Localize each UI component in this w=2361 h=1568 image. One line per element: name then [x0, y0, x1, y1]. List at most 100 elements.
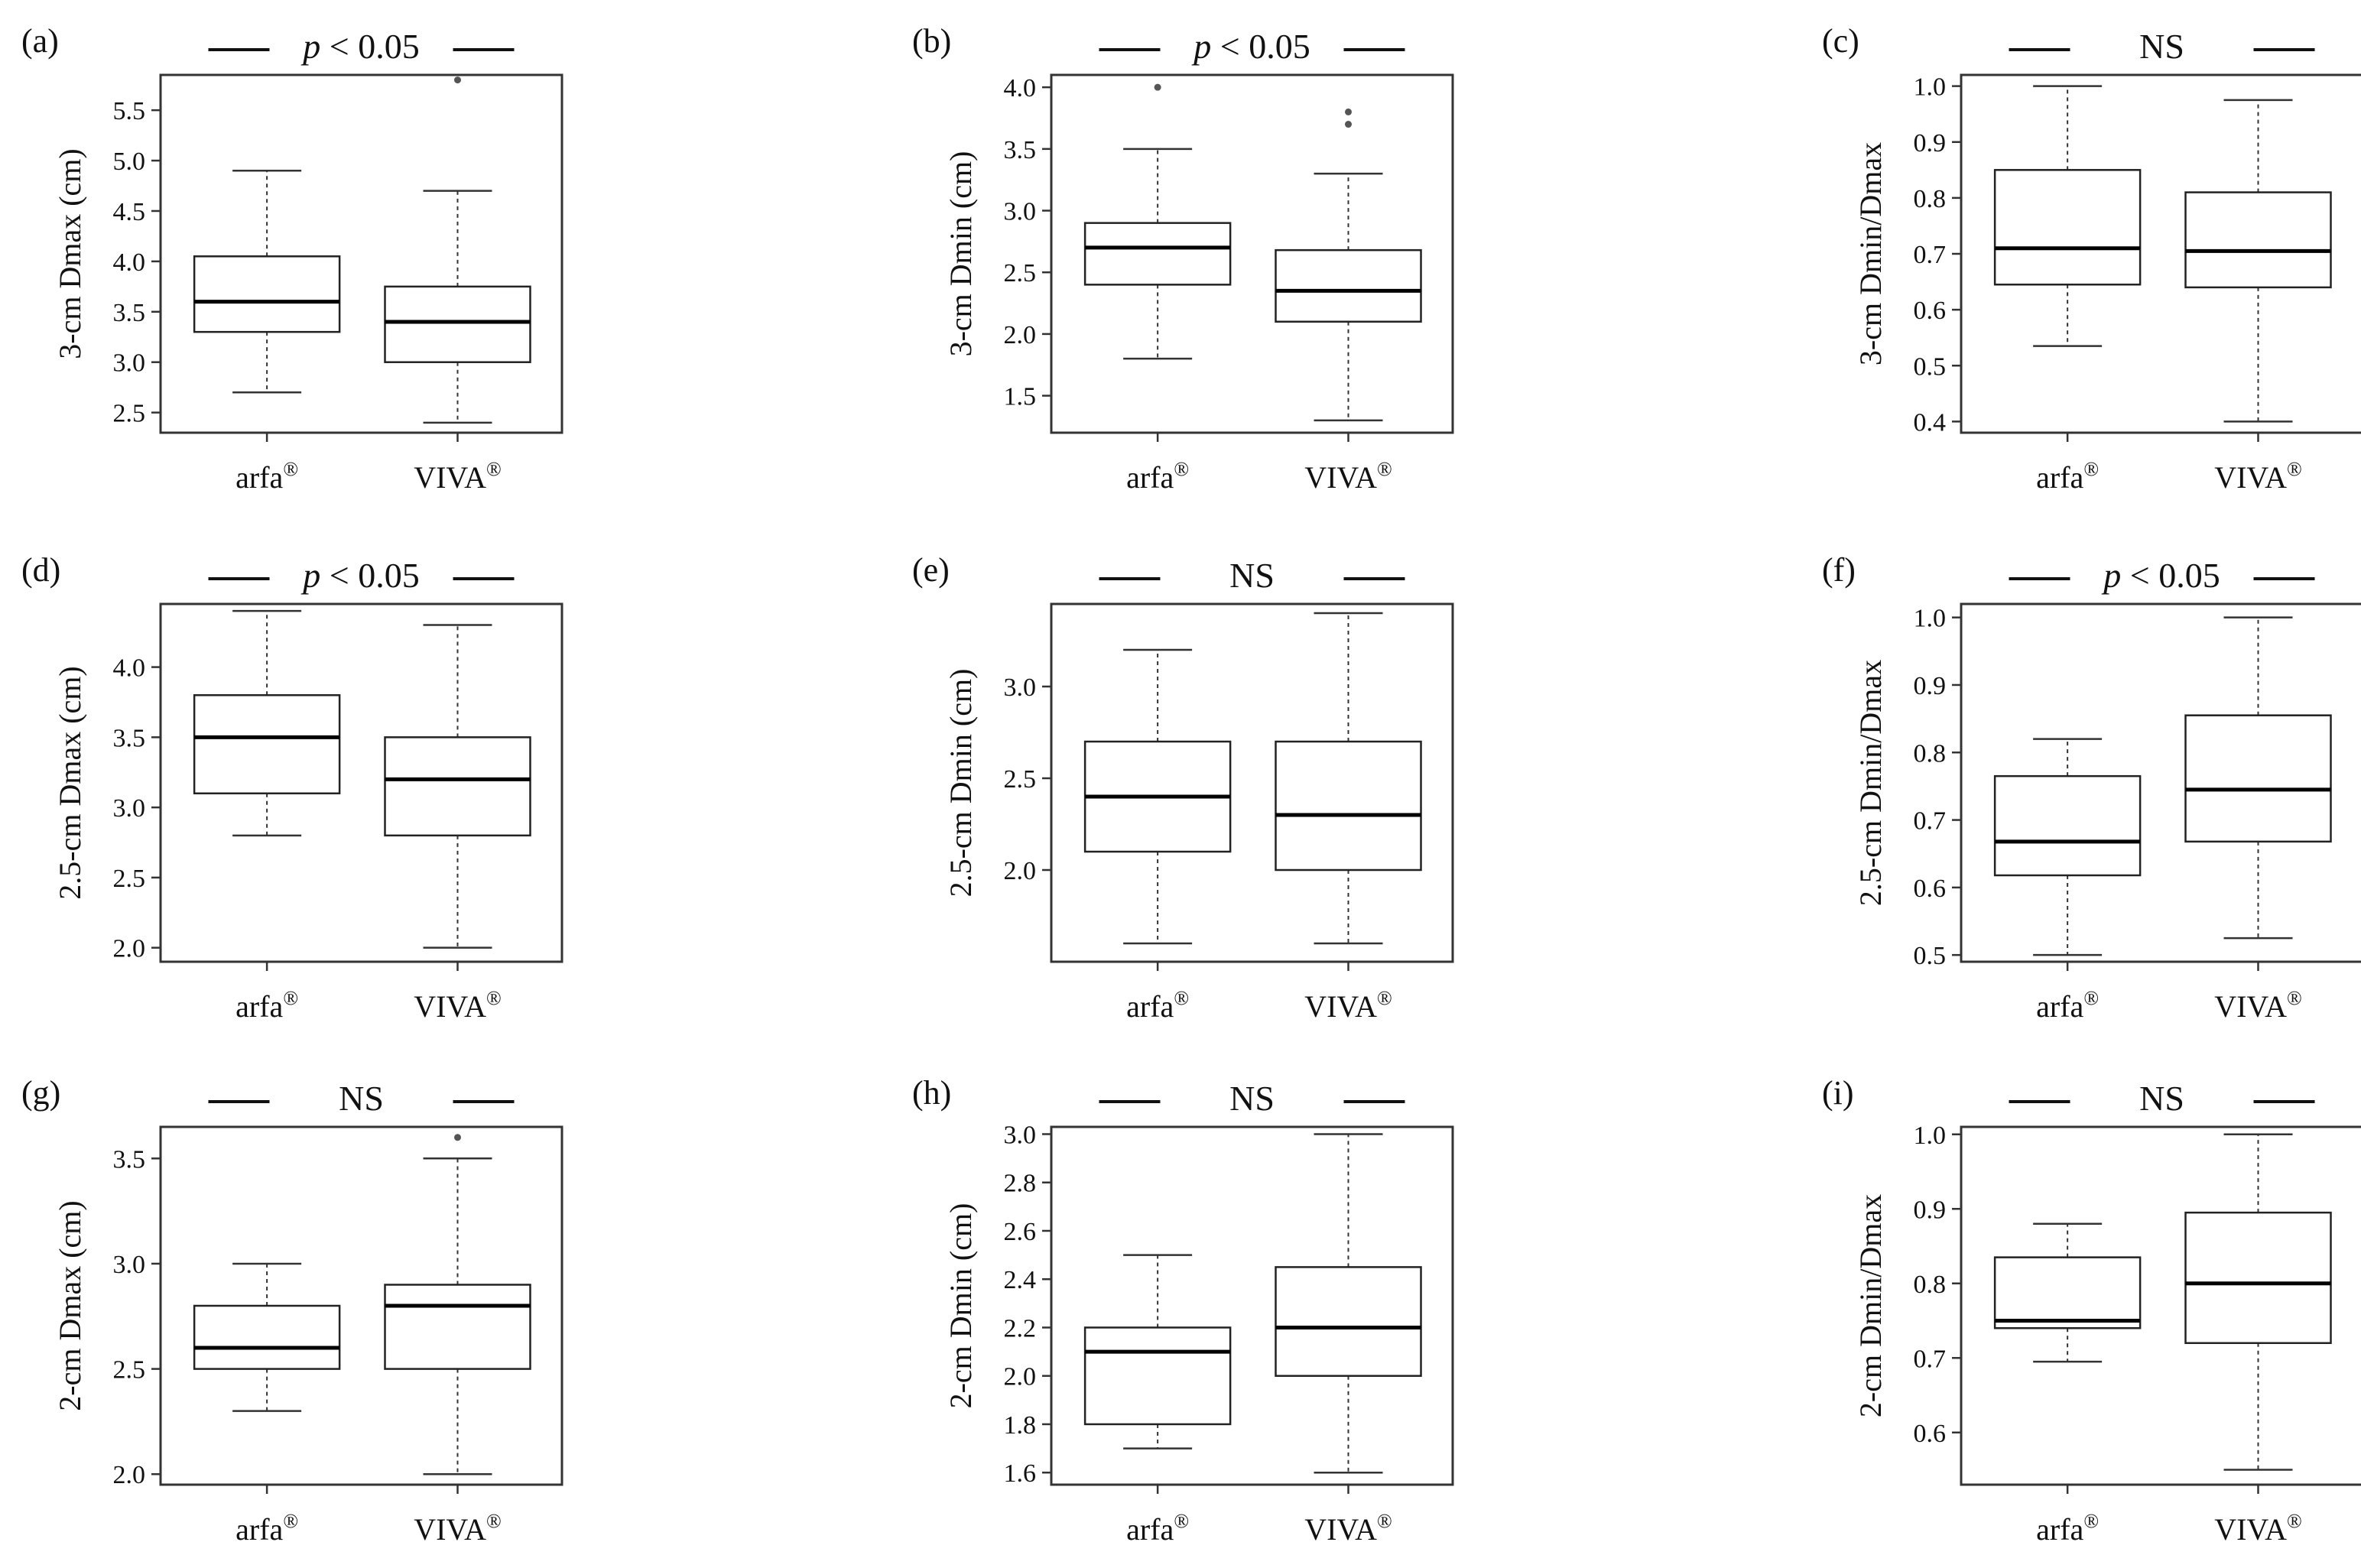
y-tick-label: 3.0	[1004, 1121, 1037, 1149]
category-label: arfa®	[1126, 458, 1189, 495]
y-tick-label: 0.9	[1914, 1196, 1947, 1224]
significance-value: NS	[1229, 1079, 1275, 1118]
category-label: arfa®	[2036, 1510, 2099, 1547]
panel-label: (g)	[21, 1074, 60, 1112]
iqr-box	[384, 736, 531, 837]
category-label: arfa®	[235, 987, 298, 1024]
plot-frame	[159, 1125, 563, 1486]
category-name: arfa	[235, 989, 283, 1024]
y-tick-label: 3.0	[113, 349, 146, 378]
y-axis-label: 3-cm Dmin/Dmax	[1853, 142, 1888, 365]
registered-mark: ®	[2083, 987, 2099, 1009]
y-tick-label: 0.7	[1914, 1345, 1947, 1373]
y-axis-label: 2.5-cm Dmax (cm)	[53, 666, 87, 899]
y-tick-label: 2.0	[1004, 1363, 1037, 1391]
y-tick-label: 3.5	[113, 1145, 146, 1174]
y-tick-label: 2.0	[113, 1461, 146, 1489]
y-tick-label: 0.6	[1914, 1420, 1947, 1448]
y-tick-label: 0.8	[1914, 1271, 1947, 1299]
registered-mark: ®	[283, 458, 298, 480]
y-tick-label: 0.8	[1914, 185, 1947, 213]
y-tick-label: 3.5	[1004, 136, 1037, 164]
registered-mark: ®	[1174, 458, 1189, 480]
category-label: VIVA®	[414, 458, 502, 495]
panel-label: (d)	[21, 551, 60, 589]
y-tick-label: 0.8	[1914, 739, 1947, 768]
category-label: arfa®	[235, 1510, 298, 1547]
y-axis-label: 2.5-cm Dmin (cm)	[943, 669, 978, 898]
registered-mark: ®	[486, 1510, 502, 1532]
category-name: VIVA	[1304, 1512, 1377, 1547]
iqr-box	[1275, 248, 1422, 323]
plot-frame	[1050, 73, 1454, 434]
y-tick-label: 2.0	[113, 935, 146, 963]
plot-frame	[1960, 73, 2361, 434]
category-name: arfa	[235, 1512, 283, 1547]
y-tick-label: 1.5	[1004, 383, 1037, 411]
category-label: VIVA®	[1304, 458, 1392, 495]
panel-f: (f) p < 0.05 0.5 0.6 0.7 0.8 0.9 1.0 2.5-cm Dmin…	[1822, 551, 2361, 1024]
registered-mark: ®	[2287, 1510, 2302, 1532]
iqr-box	[1083, 222, 1232, 286]
y-tick-label: 2.0	[1004, 321, 1037, 349]
y-tick-label: 0.6	[1914, 875, 1947, 903]
registered-mark: ®	[1377, 458, 1392, 480]
plot-frame	[1050, 602, 1454, 963]
iqr-box	[193, 1304, 341, 1370]
category-label: VIVA®	[1304, 987, 1392, 1024]
panel-label: (e)	[912, 551, 950, 589]
registered-mark: ®	[283, 1510, 298, 1532]
y-tick-label: 0.5	[1914, 942, 1947, 970]
y-tick-label: 0.5	[1914, 352, 1947, 381]
panel-label: (a)	[21, 22, 59, 60]
plot-frame	[1050, 1125, 1454, 1486]
registered-mark: ®	[486, 458, 502, 480]
category-name: arfa	[1126, 1512, 1174, 1547]
y-tick-label: 1.0	[1914, 1122, 1947, 1150]
category-label: arfa®	[2036, 987, 2099, 1024]
significance-value: < 0.05	[320, 27, 419, 66]
y-axis-label: 3-cm Dmin (cm)	[943, 151, 978, 357]
iqr-box	[2184, 191, 2332, 289]
registered-mark: ®	[1174, 987, 1189, 1009]
y-tick-label: 1.6	[1004, 1459, 1037, 1488]
outlier-point	[454, 1134, 461, 1141]
registered-mark: ®	[2083, 1510, 2099, 1532]
category-label: arfa®	[2036, 458, 2099, 495]
y-tick-label: 3.0	[113, 794, 146, 823]
category-label: VIVA®	[2214, 1510, 2302, 1547]
panel-label: (b)	[912, 22, 951, 60]
significance-value: NS	[2139, 1079, 2184, 1118]
y-tick-label: 3.0	[1004, 198, 1037, 226]
panel-label: (c)	[1822, 22, 1859, 60]
significance-p: p	[1191, 27, 1211, 66]
y-tick-label: 3.0	[1004, 674, 1037, 702]
category-name: VIVA	[2214, 989, 2287, 1024]
significance-value: < 0.05	[1211, 27, 1310, 66]
category-label: arfa®	[1126, 1510, 1189, 1547]
registered-mark: ®	[2287, 987, 2302, 1009]
category-name: arfa	[2036, 460, 2083, 495]
y-axis-label: 2-cm Dmin/Dmax	[1853, 1194, 1888, 1417]
panel-c: (c) NS 0.4 0.5 0.6 0.7 0.8 0.9 1.0 3-cm Dmin/Dmax…	[1822, 22, 2361, 495]
y-axis-label: 2-cm Dmax (cm)	[53, 1200, 87, 1411]
outlier-point	[1154, 83, 1161, 91]
y-tick-label: 3.5	[113, 299, 146, 327]
category-label: arfa®	[235, 458, 298, 495]
y-tick-label: 2.2	[1004, 1314, 1037, 1342]
category-name: VIVA	[414, 1512, 486, 1547]
y-tick-label: 0.7	[1914, 807, 1947, 836]
significance-p: p	[2101, 556, 2121, 595]
panel-d: (d) p < 0.05 2.0 2.5 3.0 3.5 4.0 2.5-cm Dmax (c…	[21, 551, 563, 1024]
y-tick-label: 1.0	[1914, 73, 1947, 102]
category-name: VIVA	[2214, 1512, 2287, 1547]
registered-mark: ®	[486, 987, 502, 1009]
y-tick-label: 0.7	[1914, 241, 1947, 269]
significance-p: p	[300, 27, 320, 66]
category-label: VIVA®	[1304, 1510, 1392, 1547]
y-tick-label: 5.0	[113, 148, 146, 176]
category-name: VIVA	[1304, 460, 1377, 495]
category-label: arfa®	[1126, 987, 1189, 1024]
significance-label: NS	[2139, 27, 2184, 66]
registered-mark: ®	[283, 987, 298, 1009]
